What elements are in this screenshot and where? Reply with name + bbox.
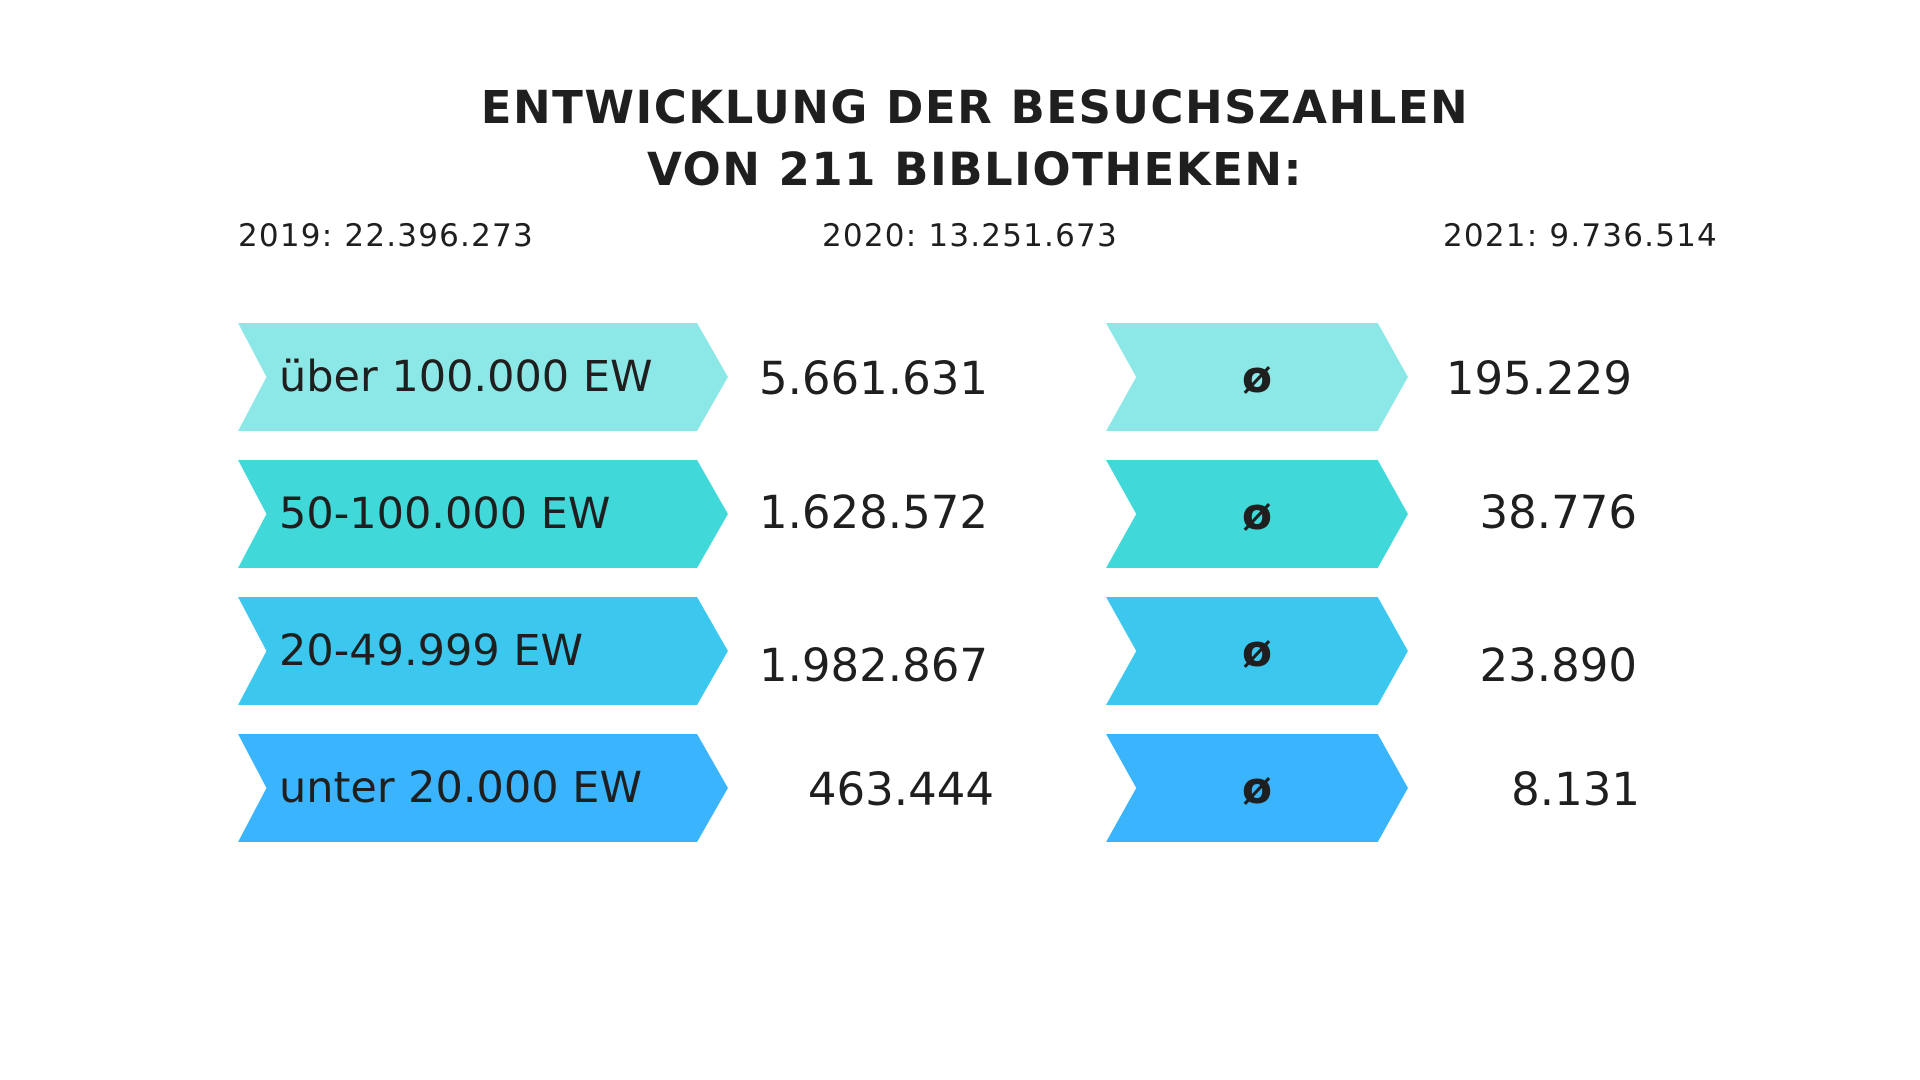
category-arrow-50-100000: 50-100.000 EW: [238, 460, 728, 568]
average-symbol: ø: [1241, 488, 1273, 540]
category-label: unter 20.000 EW: [279, 763, 642, 813]
year-2020-total: 2020: 13.251.673: [822, 218, 1118, 254]
category-arrow-under-20000: unter 20.000 EW: [238, 734, 728, 842]
average-arrow: ø: [1106, 734, 1408, 842]
title-line-2: VON 211 BIBLIOTHEKEN:: [646, 143, 1304, 196]
category-label: über 100.000 EW: [279, 352, 653, 402]
category-total: 1.982.867: [758, 639, 988, 692]
category-total: 1.628.572: [758, 486, 988, 539]
title-line-1: ENTWICKLUNG DER BESUCHSZAHLEN: [480, 81, 1470, 134]
average-arrow: ø: [1106, 460, 1408, 568]
category-arrow-20-49999: 20-49.999 EW: [238, 597, 728, 705]
average-symbol: ø: [1241, 351, 1273, 403]
category-label: 20-49.999 EW: [279, 626, 584, 676]
category-arrow-over-100000: über 100.000 EW: [238, 323, 728, 431]
category-total: 463.444: [807, 763, 994, 816]
year-2019-total: 2019: 22.396.273: [238, 218, 534, 254]
category-average: 8.131: [1511, 763, 1640, 816]
category-label: 50-100.000 EW: [279, 489, 611, 539]
average-symbol: ø: [1241, 762, 1273, 814]
category-total: 5.661.631: [758, 352, 988, 405]
category-average: 195.229: [1445, 352, 1632, 405]
category-average: 23.890: [1479, 639, 1637, 692]
average-symbol: ø: [1241, 625, 1273, 677]
year-2021-total: 2021: 9.736.514: [1443, 218, 1718, 254]
category-average: 38.776: [1479, 486, 1637, 539]
average-arrow: ø: [1106, 323, 1408, 431]
average-arrow: ø: [1106, 597, 1408, 705]
